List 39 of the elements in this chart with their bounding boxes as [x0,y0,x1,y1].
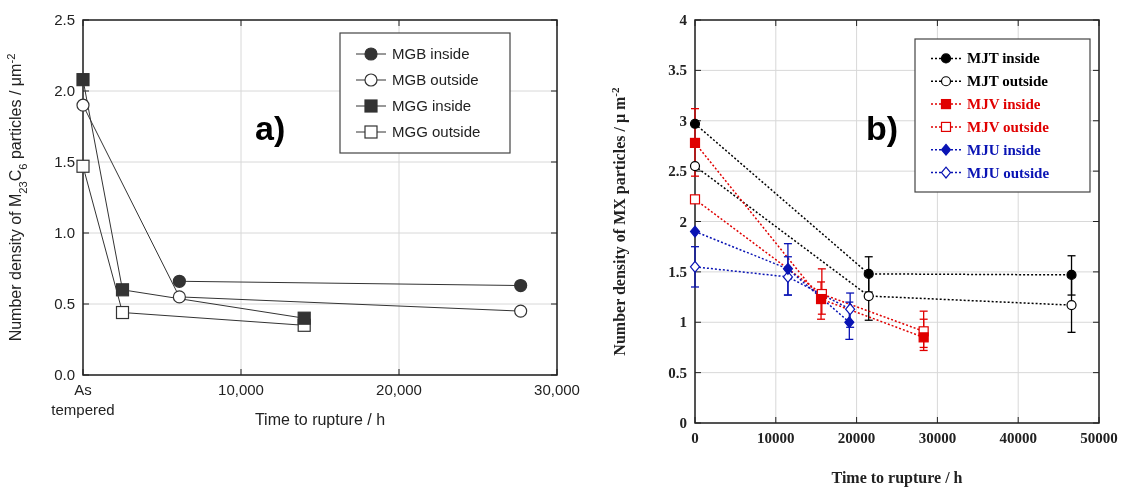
x-tick-label: 0 [691,430,699,446]
x-tick-label: 30,000 [534,381,580,398]
x-tick-label: As tempered [51,381,115,418]
y-tick-label: 1.5 [54,153,75,170]
annotation: a) [255,109,286,147]
legend-label: MJV inside [967,96,1041,113]
x-tick-label: 10,000 [218,381,264,398]
y-tick-label: 0.5 [668,364,687,381]
legend-label: MJT inside [967,50,1040,67]
x-tick-label: 30000 [918,430,957,446]
legend-label: MJT outside [967,73,1049,90]
x-tick-label: 10000 [757,430,795,446]
legend-label: MGB outside [392,71,479,88]
y-tick-label: 1.0 [54,224,75,241]
y-tick-label: 2 [679,213,687,230]
x-axis-title: Time to rupture / h [254,411,386,428]
x-tick-label: 50000 [1080,430,1118,446]
x-tick-label: 20,000 [376,381,422,398]
legend-label: MJU inside [967,141,1042,158]
legend-label: MGG inside [392,97,472,114]
legend-label: MGG outside [392,123,481,140]
y-tick-label: 2.0 [54,82,75,99]
y-tick-label: 0.0 [54,366,75,383]
x-tick-label: 40000 [999,430,1037,446]
legend-label: MJU outside [967,164,1050,181]
y-tick-label: 0 [679,415,687,431]
y-tick-label: 1 [679,314,687,331]
x-axis-title: Time to rupture / h [831,469,963,487]
y-tick-label: 2.5 [668,163,687,180]
legend-label: MJV outside [967,118,1050,135]
y-tick-label: 1.5 [668,263,687,280]
y-tick-label: 4 [679,12,688,28]
annotation: b) [866,109,899,147]
legend-label: MGB inside [392,45,470,62]
y-tick-label: 3 [679,112,687,129]
y-tick-label: 3.5 [668,62,687,79]
y-tick-label: 2.5 [54,11,75,28]
y-tick-label: 0.5 [54,295,75,312]
x-tick-label: 20000 [837,430,876,446]
